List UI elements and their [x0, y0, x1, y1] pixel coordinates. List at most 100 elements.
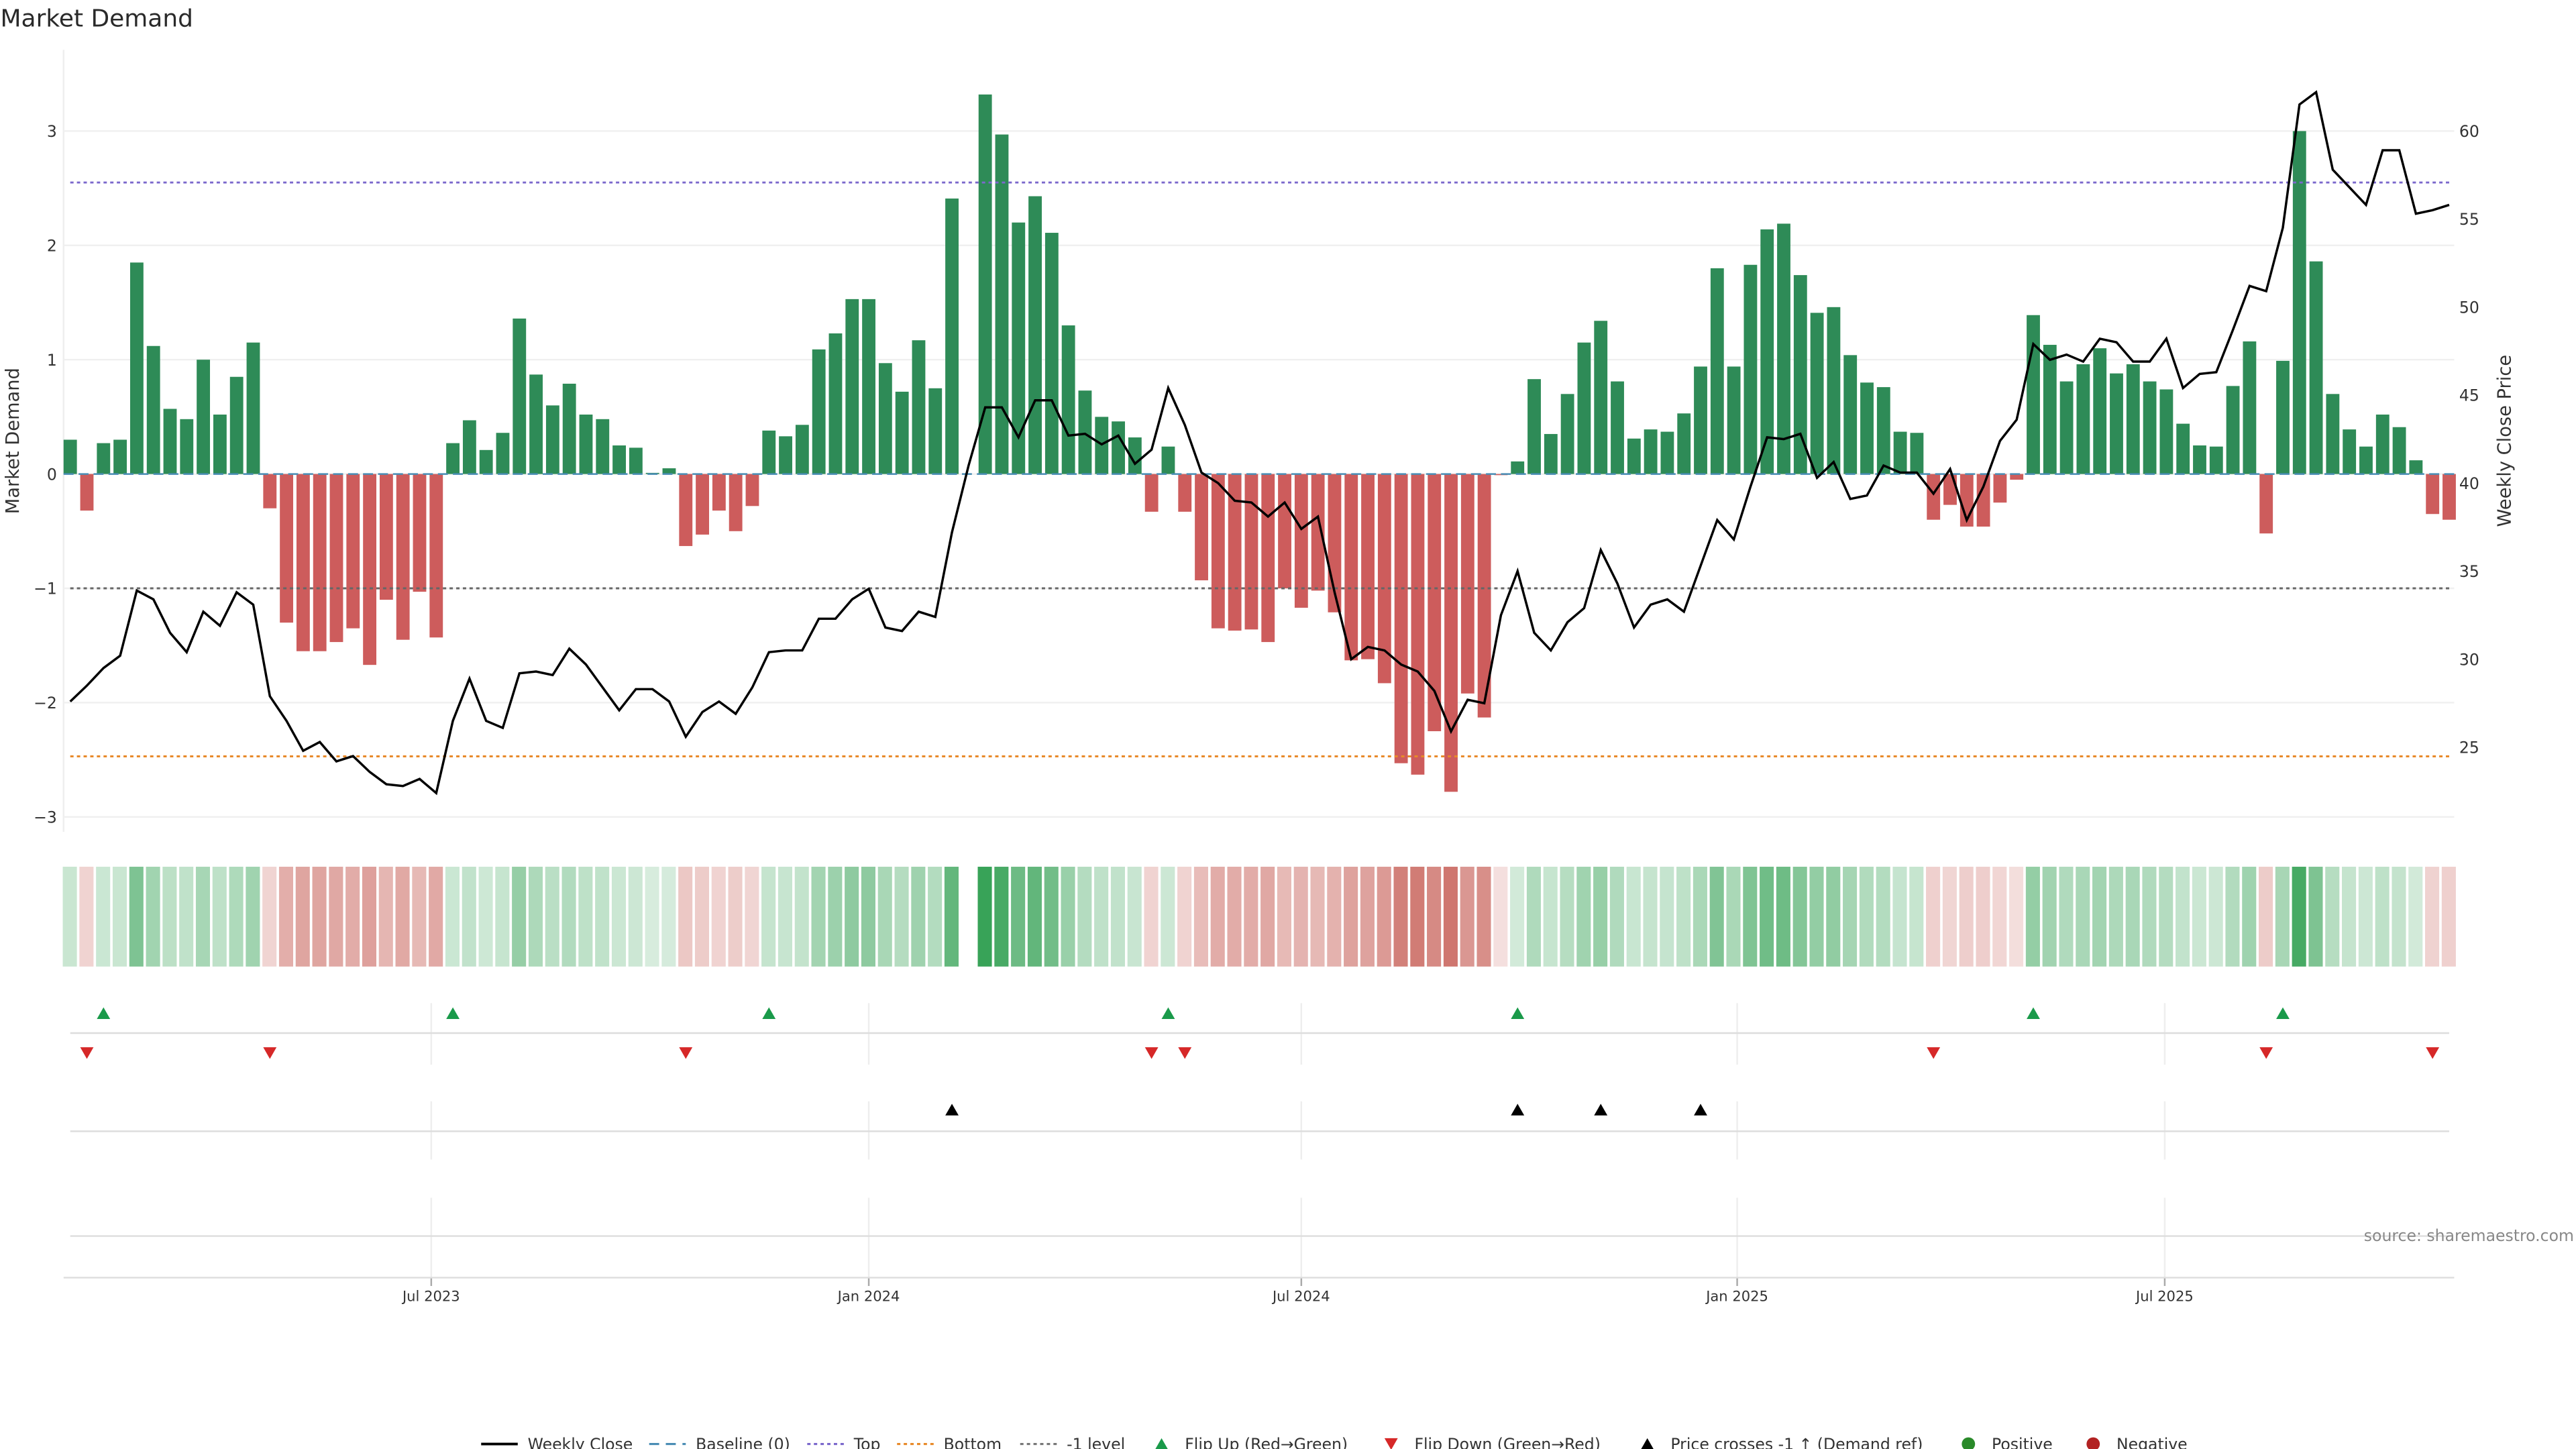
demand-bar	[113, 439, 127, 474]
price-cross-marker	[1694, 1104, 1707, 1116]
y-axis-label: Market Demand	[3, 368, 23, 514]
demand-bar	[479, 449, 493, 474]
flip-down-marker	[2259, 1047, 2273, 1059]
heat-cell	[112, 867, 127, 967]
heat-cell	[1011, 867, 1026, 967]
heat-cell	[2425, 867, 2440, 967]
price-cross-panel	[70, 1101, 2449, 1278]
demand-bar	[1278, 474, 1291, 588]
legend-swatch-triangle-up	[1641, 1438, 1654, 1449]
heat-cell	[1959, 867, 1974, 967]
demand-bar	[2093, 348, 2107, 474]
flip-down-marker	[1144, 1047, 1159, 1059]
demand-bar	[579, 414, 593, 474]
heat-cell	[2342, 867, 2357, 967]
heat-cell	[645, 867, 659, 967]
demand-bar	[129, 262, 144, 474]
legend-swatch-triangle-down	[1384, 1438, 1398, 1449]
heat-cell	[1576, 867, 1591, 967]
heat-cell	[1110, 867, 1125, 967]
heat-cell	[195, 867, 211, 967]
heat-cell	[1210, 867, 1225, 967]
flip-up-marker	[97, 1007, 111, 1019]
demand-bar	[246, 342, 260, 474]
demand-bar	[1394, 474, 1408, 763]
demand-bar	[1694, 366, 1707, 474]
heat-cell	[1709, 867, 1724, 967]
y2-tick-label: 40	[2459, 474, 2479, 493]
flip-down-marker	[80, 1047, 94, 1059]
demand-bar	[2126, 364, 2140, 474]
heat-cell	[1926, 867, 1941, 967]
demand-bar	[845, 299, 859, 474]
heat-cell	[1493, 867, 1508, 967]
demand-bar	[1195, 474, 1208, 581]
y-tick-label: 2	[47, 236, 57, 255]
heat-cell	[2259, 867, 2273, 967]
demand-bar	[2226, 386, 2240, 474]
heat-cell	[1477, 867, 1491, 967]
heat-cell	[1443, 867, 1458, 967]
left-axis: −3 −2 −1 0 1 2 3	[34, 122, 57, 826]
heat-cell	[2441, 867, 2456, 967]
heat-cell	[678, 867, 693, 967]
demand-bar	[1460, 474, 1474, 694]
demand-bar	[1044, 233, 1059, 474]
heat-cell	[1161, 867, 1175, 967]
demand-bar	[513, 318, 527, 474]
flip-up-marker	[2027, 1007, 2040, 1019]
demand-bar	[1527, 379, 1541, 474]
heat-cell	[1427, 867, 1442, 967]
heat-cell	[1992, 867, 2007, 967]
demand-bar	[1910, 433, 1924, 474]
y-tick-label: 3	[47, 122, 57, 141]
y2-tick-label: 30	[2459, 650, 2479, 669]
demand-bar	[1161, 446, 1175, 474]
heat-cell	[828, 867, 843, 967]
heat-cell	[1776, 867, 1790, 967]
demand-bar	[1893, 431, 1907, 474]
demand-bar	[1777, 223, 1790, 474]
demand-bar	[696, 474, 709, 535]
legend-label: Negative	[2116, 1435, 2188, 1449]
demand-bar	[2193, 445, 2206, 474]
demand-bar	[1511, 461, 1525, 474]
heat-cell	[2308, 867, 2323, 967]
demand-bar	[862, 299, 875, 474]
heat-cell	[278, 867, 294, 967]
demand-bar	[1627, 438, 1641, 474]
heat-cell	[1244, 867, 1258, 967]
demand-bar	[2326, 394, 2340, 474]
demand-bar	[329, 474, 343, 643]
heat-cell	[1410, 867, 1425, 967]
heat-cell	[2192, 867, 2206, 967]
flip-up-marker	[2276, 1007, 2290, 1019]
y2-axis-label: Weekly Close Price	[2495, 355, 2516, 527]
demand-bar	[163, 409, 177, 474]
heat-cell	[495, 867, 510, 967]
demand-bar	[1028, 196, 1042, 474]
heat-cell	[977, 867, 992, 967]
heat-cell	[1510, 867, 1525, 967]
price-cross-marker	[1511, 1104, 1525, 1116]
price-cross-marker	[945, 1104, 959, 1116]
heat-cell	[711, 867, 726, 967]
y2-tick-label: 25	[2459, 739, 2479, 757]
demand-bar	[396, 474, 410, 640]
demand-bar	[1644, 429, 1658, 474]
heat-cell	[777, 867, 792, 967]
weekly-close-line	[69, 90, 2450, 796]
demand-bar	[1477, 474, 1491, 718]
demand-bar	[413, 474, 427, 592]
heat-cell	[1876, 867, 1890, 967]
demand-bar	[1876, 387, 1890, 474]
demand-bar	[1611, 381, 1624, 474]
demand-bar	[2076, 364, 2090, 474]
demand-bar	[1211, 474, 1225, 629]
demand-bar	[895, 391, 909, 474]
y2-tick-label: 60	[2459, 122, 2479, 141]
demand-bar	[2309, 261, 2323, 474]
price-cross-marker	[1594, 1104, 1608, 1116]
heat-cell	[329, 867, 343, 967]
x-tick-label: Jan 2025	[1705, 1287, 1768, 1304]
